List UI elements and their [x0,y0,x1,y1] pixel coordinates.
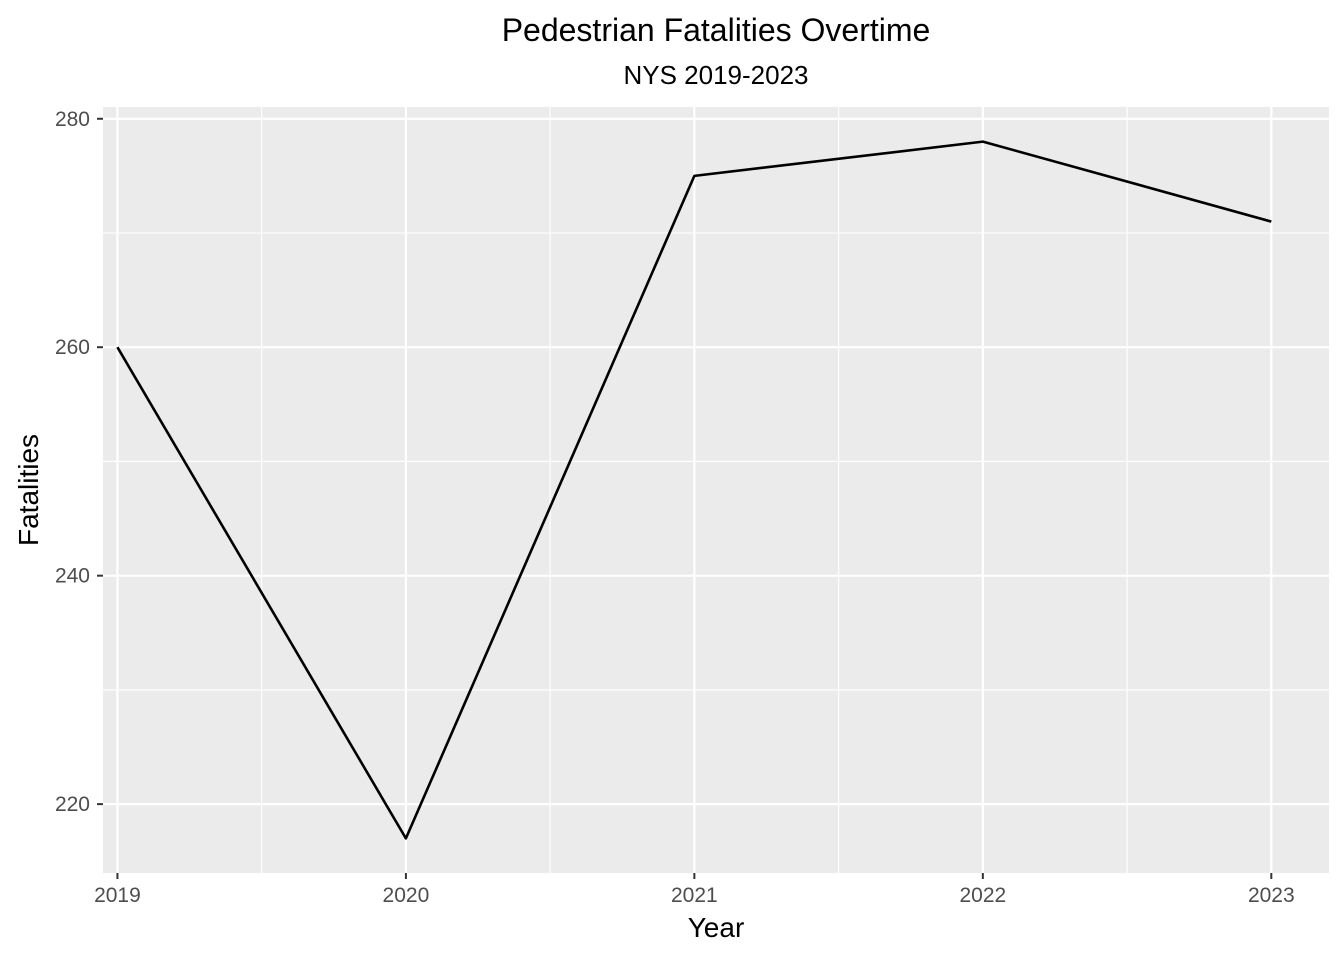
x-tick-label: 2019 [94,884,141,907]
y-tick-label: 260 [55,336,90,359]
x-tick-label: 2021 [671,884,718,907]
x-tick-label: 2020 [383,884,430,907]
series-layer [116,140,1272,840]
chart-subtitle: NYS 2019-2023 [623,60,808,90]
chart-title: Pedestrian Fatalities Overtime [502,12,931,48]
y-tick-label: 240 [55,565,90,588]
x-tick-label: 2023 [1248,884,1295,907]
series-line [116,140,1272,840]
axes: 2019 2020 2021 2022 2023 220 240 260 280 [55,108,1295,907]
y-axis-title: Fatalities [13,434,44,546]
gridlines [103,107,1329,873]
x-axis-title: Year [688,912,745,943]
y-tick-label: 220 [55,793,90,816]
plot-panel [103,107,1329,873]
y-tick-label: 280 [55,108,90,131]
x-tick-label: 2022 [959,884,1006,907]
